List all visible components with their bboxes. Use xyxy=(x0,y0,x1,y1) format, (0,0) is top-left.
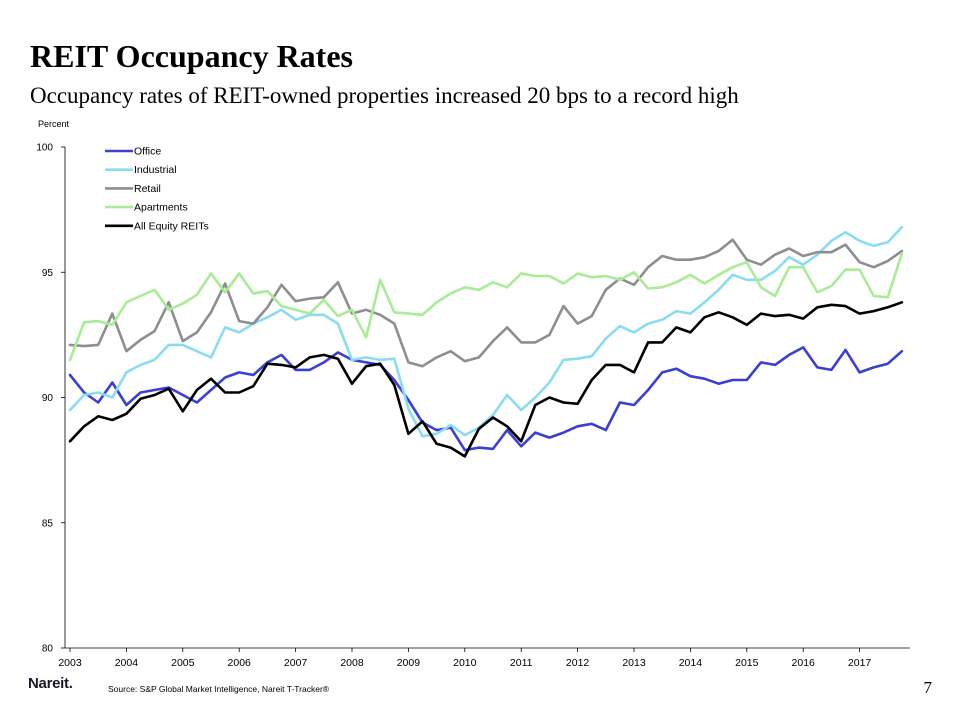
nareit-logo: Nareit. xyxy=(28,675,73,692)
x-tick-label: 2006 xyxy=(228,657,252,669)
legend-label-industrial: Industrial xyxy=(134,164,177,176)
x-tick-label: 2003 xyxy=(58,657,82,669)
series-line-all-equity-reits xyxy=(68,301,904,458)
x-tick-label: 2005 xyxy=(171,657,195,669)
x-tick-label: 2007 xyxy=(284,657,308,669)
series-line-industrial xyxy=(68,225,904,438)
y-tick-label: 90 xyxy=(42,393,54,404)
slide-title: REIT Occupancy Rates xyxy=(30,38,353,74)
series-line-apartments xyxy=(68,252,904,362)
x-tick-label: 2008 xyxy=(340,657,364,669)
y-tick-label: 95 xyxy=(42,268,54,279)
x-tick-label: 2004 xyxy=(115,657,139,669)
x-tick-label: 2012 xyxy=(566,657,590,669)
x-tick-label: 2010 xyxy=(453,657,477,669)
slide-subtitle: Occupancy rates of REIT-owned properties… xyxy=(30,83,739,108)
y-tick-label: 80 xyxy=(42,644,54,655)
legend-label-office: Office xyxy=(134,146,161,158)
x-tick-label: 2016 xyxy=(792,657,816,669)
x-tick-label: 2013 xyxy=(622,657,646,669)
series-line-retail xyxy=(68,238,904,368)
legend-label-all-equity-reits: All Equity REITs xyxy=(134,220,209,232)
series-line-office xyxy=(68,346,904,452)
y-tick-label: 85 xyxy=(42,518,54,529)
y-axis-label: Percent xyxy=(38,119,70,129)
x-tick-label: 2015 xyxy=(735,657,759,669)
x-tick-label: 2014 xyxy=(679,657,703,669)
x-tick-label: 2011 xyxy=(510,657,533,669)
legend-label-apartments: Apartments xyxy=(134,202,188,214)
x-tick-label: 2009 xyxy=(397,657,421,669)
page-number: 7 xyxy=(923,678,933,697)
x-tick-label: 2017 xyxy=(848,657,872,669)
legend-label-retail: Retail xyxy=(134,183,161,195)
y-tick-label: 100 xyxy=(36,143,53,154)
source-note: Source: S&P Global Market Intelligence, … xyxy=(108,684,330,694)
